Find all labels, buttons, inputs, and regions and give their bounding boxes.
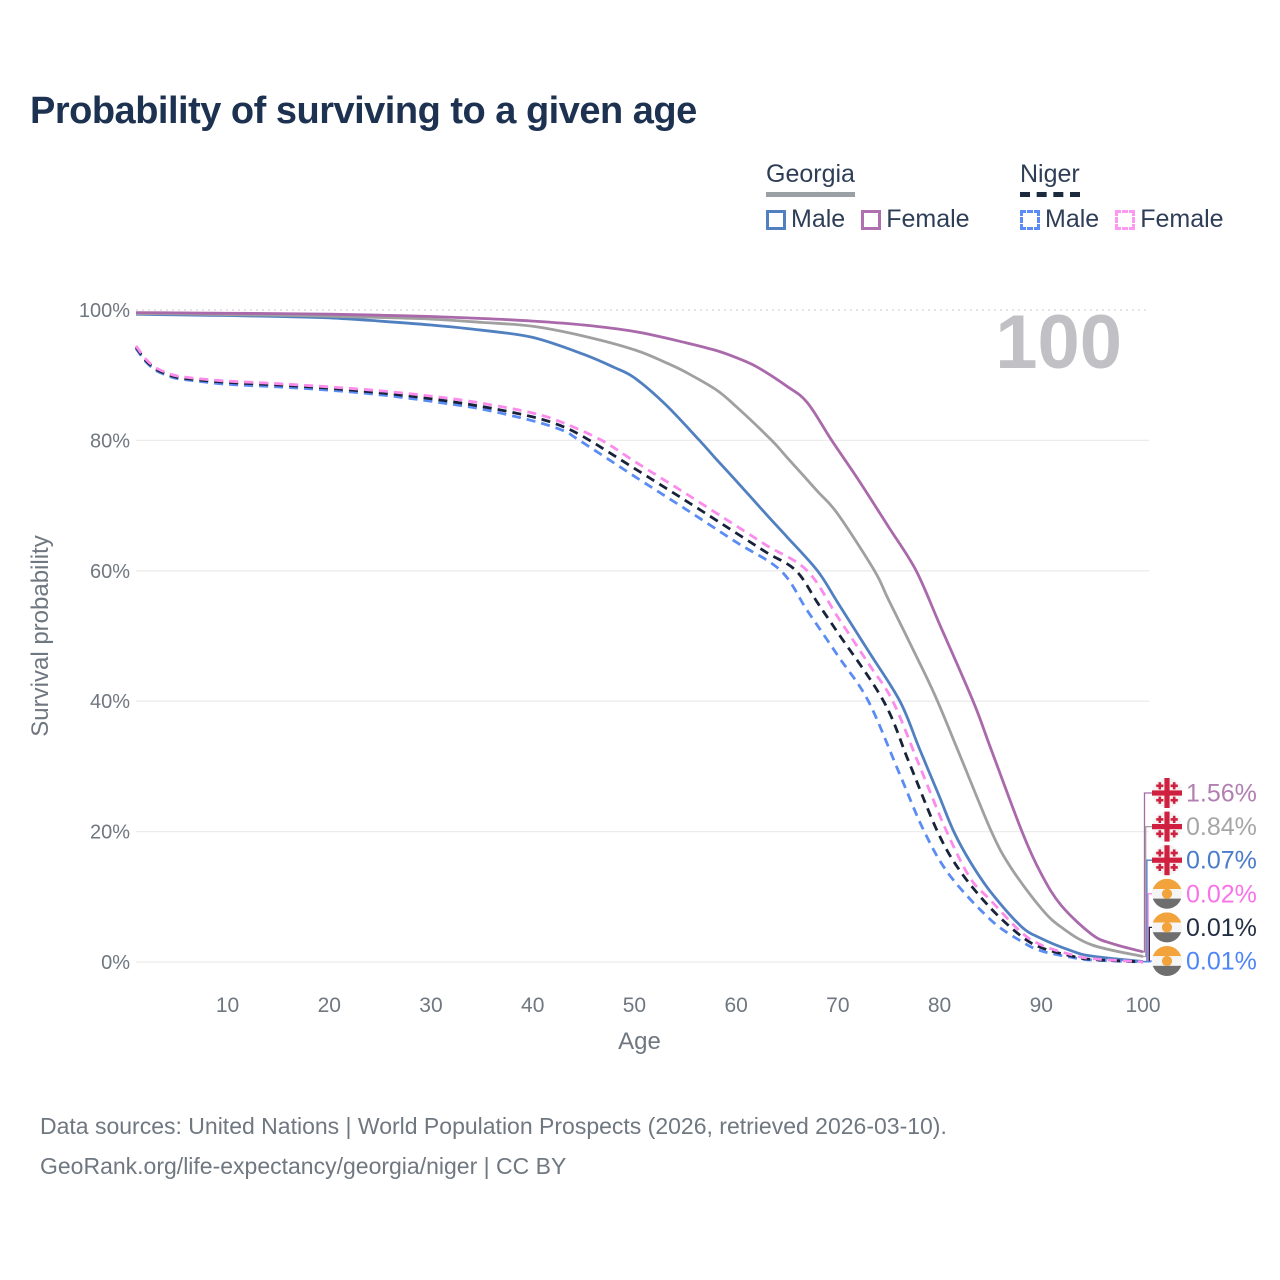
callout-2: 0.07% [1152, 845, 1257, 876]
legend-item-niger-female[interactable]: Female [1115, 205, 1224, 234]
x-tick-label: 30 [419, 994, 442, 1017]
callout-value: 0.01% [1186, 914, 1257, 942]
legend-group-niger: Niger Male Female [1020, 160, 1240, 234]
niger-flag-icon [1152, 946, 1182, 976]
callout-value: 0.02% [1186, 880, 1257, 908]
callout-leader [1143, 960, 1152, 963]
legend-item-niger-male[interactable]: Male [1020, 205, 1099, 234]
legend-item-label: Female [886, 205, 970, 233]
legend-item-georgia-male[interactable]: Male [766, 205, 845, 234]
series-line-niger-male [134, 347, 1144, 964]
legend-item-label: Male [1045, 205, 1100, 233]
legend-header-georgia[interactable]: Georgia [766, 160, 855, 197]
data-sources-line: Data sources: United Nations | World Pop… [40, 1113, 947, 1139]
niger-female-swatch [1115, 209, 1136, 230]
y-tick-label: 20% [90, 822, 130, 844]
series-line-georgia-both-sexes [135, 312, 1144, 958]
niger-male-swatch [1020, 209, 1040, 230]
callout-value: 0.07% [1186, 847, 1257, 875]
y-tick-label: 0% [101, 952, 130, 974]
legend: Georgia Male Female Niger Male [0, 160, 1280, 250]
series-line-georgia-female [135, 311, 1144, 954]
x-tick-label: 70 [826, 994, 849, 1017]
callout-value: 0.01% [1186, 948, 1257, 976]
niger-flag-icon [1152, 912, 1182, 943]
callout-0: 1.56% [1152, 778, 1257, 808]
x-tick-label: 100 [1125, 994, 1160, 1017]
x-axis-label: Age [618, 1028, 661, 1055]
series-line-niger-both-sexes [134, 346, 1144, 964]
callout-1: 0.84% [1152, 811, 1257, 842]
y-tick-label: 80% [90, 430, 130, 452]
y-tick-label: 100% [79, 300, 130, 322]
niger-flag-icon [1152, 878, 1182, 909]
series-line-georgia-male [135, 312, 1144, 963]
x-tick-label: 50 [623, 994, 646, 1017]
callout-3: 0.02% [1152, 878, 1257, 909]
legend-items-georgia: Male Female [766, 205, 986, 234]
x-tick-label: 40 [521, 994, 544, 1017]
callout-leader [1143, 792, 1152, 953]
legend-item-label: Male [791, 205, 846, 233]
x-tick-label: 60 [724, 994, 747, 1017]
legend-group-georgia: Georgia Male Female [766, 160, 986, 234]
callout-value: 0.84% [1186, 813, 1257, 841]
callout-5: 0.01% [1152, 946, 1257, 976]
y-tick-label: 60% [90, 561, 130, 583]
legend-item-label: Female [1140, 205, 1224, 233]
callout-leader [1143, 825, 1152, 958]
x-tick-label: 20 [318, 994, 341, 1017]
age-watermark: 100 [995, 300, 1122, 385]
legend-header-niger[interactable]: Niger [1020, 160, 1080, 197]
chart-footer: Data sources: United Nations | World Pop… [40, 1106, 947, 1186]
legend-items-niger: Male Female [1020, 205, 1240, 234]
y-tick-label: 40% [90, 691, 130, 713]
y-axis-label: Survival probability [27, 535, 54, 736]
x-tick-label: 90 [1030, 994, 1053, 1017]
page-title: Probability of surviving to a given age [30, 90, 697, 132]
attribution-line: GeoRank.org/life-expectancy/georgia/nige… [40, 1153, 567, 1179]
callout-4: 0.01% [1152, 912, 1257, 943]
x-tick-label: 10 [216, 994, 239, 1017]
legend-item-georgia-female[interactable]: Female [861, 205, 970, 234]
georgia-male-swatch [766, 209, 786, 230]
georgia-female-swatch [861, 209, 882, 230]
series-line-niger-female [134, 345, 1144, 964]
x-tick-label: 80 [928, 994, 951, 1017]
callout-value: 1.56% [1186, 780, 1257, 808]
